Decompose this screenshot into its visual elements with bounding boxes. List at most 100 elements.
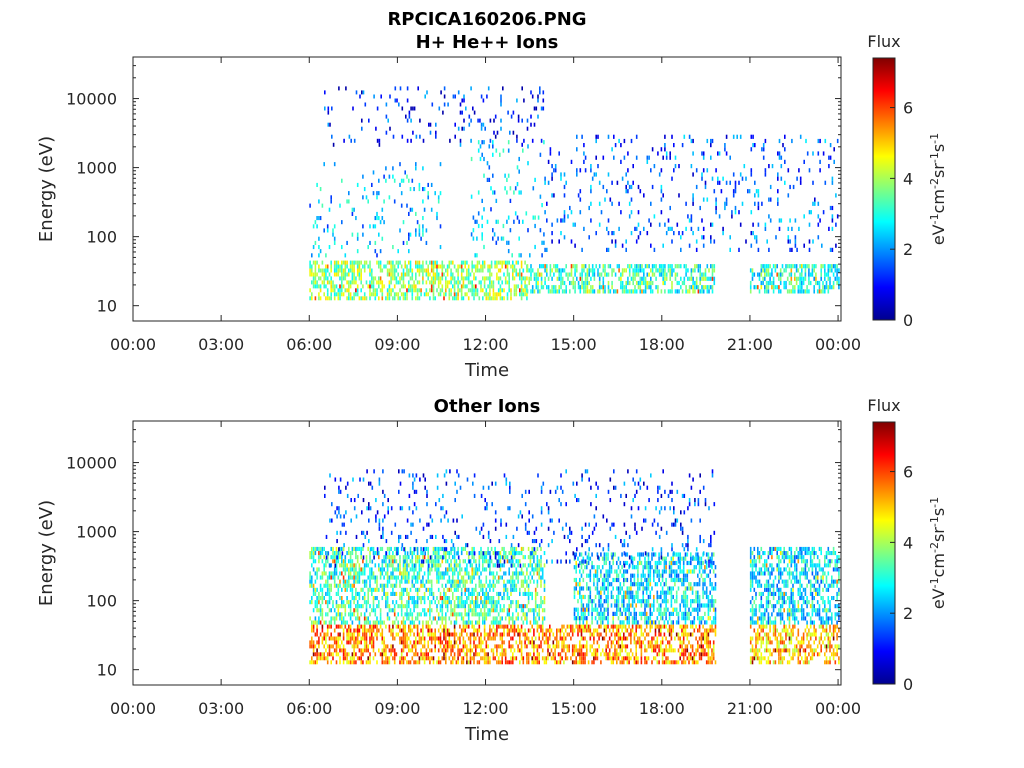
spectrogram-cell [462,579,465,584]
spectrogram-cell [630,656,632,661]
spectrogram-cell [475,652,477,657]
spectrogram-cell [392,134,395,139]
spectrogram-cell [417,86,419,91]
spectrogram-cell [355,90,358,95]
spectrogram-cell [450,276,452,281]
spectrogram-cell [330,575,332,580]
spectrogram-cell [362,624,364,629]
spectrogram-cell [620,159,622,164]
spectrogram-cell [448,575,451,580]
spectrogram-cell [561,624,563,629]
spectrogram-cell [469,632,472,637]
spectrogram-cell [581,285,583,290]
spectrogram-cell [330,660,332,665]
spectrogram-cell [408,232,410,237]
spectrogram-cell [630,184,633,190]
spectrogram-cell [436,608,438,613]
spectrogram-cell [502,148,505,153]
spectrogram-cell [734,210,737,215]
spectrogram-cell [513,219,515,224]
spectrogram-cell [588,264,590,269]
spectrogram-cell [318,555,320,560]
spectrogram-cell [457,276,459,281]
spectrogram-cell [824,268,826,273]
spectrogram-cell [593,272,596,277]
spectrogram-cell [478,268,481,273]
spectrogram-cell [457,656,459,661]
spectrogram-cell [415,575,417,580]
spectrogram-cell [478,260,481,265]
spectrogram-cell [333,583,336,588]
spectrogram-cell [349,292,352,297]
spectrogram-cell [457,292,459,297]
spectrogram-cell [544,176,546,181]
spectrogram-cell [372,628,375,633]
spectrogram-cell [399,636,401,641]
spectrogram-cell [811,648,814,653]
spectrogram-cell [758,656,761,661]
spectrogram-cell [519,660,521,665]
spectrogram-cell [487,632,489,637]
spectrogram-cell [393,276,396,281]
spectrogram-cell [786,276,789,281]
spectrogram-cell [538,660,540,665]
spectrogram-cell [483,260,486,265]
spectrogram-cell [503,632,505,637]
spectrogram-cell [630,231,633,236]
spectrogram-cell [593,276,596,281]
spectrogram-cell [422,264,424,269]
spectrogram-cell [342,567,345,572]
spectrogram-cell [658,264,661,269]
spectrogram-cell [388,660,391,665]
spectrogram-cell [342,636,345,641]
spectrogram-cell [376,288,378,293]
spectrogram-cell [628,660,630,665]
spectrogram-cell [309,203,311,208]
spectrogram-cell [533,660,535,665]
spectrogram-cell [563,235,566,240]
spectrogram-cell [427,571,429,576]
spectrogram-cell [400,608,403,613]
spectrogram-cell [348,583,350,588]
spectrogram-cell [541,636,544,641]
spectrogram-cell [700,648,703,653]
spectrogram-cell [333,555,336,560]
spectrogram-cell [499,260,502,265]
spectrogram-cell [316,596,318,601]
spectrogram-cell [399,604,401,609]
spectrogram-cell [483,264,486,269]
spectrogram-cell [487,644,489,649]
spectrogram-cell [757,648,759,653]
spectrogram-cell [794,652,796,657]
spectrogram-cell [603,624,606,629]
spectrogram-cell [537,94,539,99]
spectrogram-cell [452,555,454,560]
spectrogram-cell [561,628,563,633]
spectrogram-cell [526,284,528,289]
spectrogram-cell [467,571,470,576]
spectrogram-cell [635,648,637,653]
spectrogram-cell [319,249,322,254]
spectrogram-cell [473,546,475,551]
spectrogram-cell [439,563,442,568]
spectrogram-cell [658,644,660,649]
spectrogram-cell [369,284,371,289]
spectrogram-cell [425,648,428,653]
spectrogram-cell [311,644,313,649]
spectrogram-cell [349,660,352,665]
spectrogram-cell [757,193,760,198]
spectrogram-cell [363,571,366,576]
spectrogram-cell [341,280,343,285]
spectrogram-cell [348,571,350,576]
spectrogram-cell [413,604,415,609]
spectrogram-cell [693,628,696,633]
spectrogram-cell [686,656,689,661]
spectrogram-cell [497,288,500,293]
spectrogram-cell [452,591,454,596]
spectrogram-cell [779,636,782,641]
spectrogram-cell [653,264,656,269]
spectrogram-cell [507,148,510,153]
spectrogram-cell [353,280,355,285]
spectrogram-cell [390,575,392,580]
spectrogram-cell [348,296,350,301]
